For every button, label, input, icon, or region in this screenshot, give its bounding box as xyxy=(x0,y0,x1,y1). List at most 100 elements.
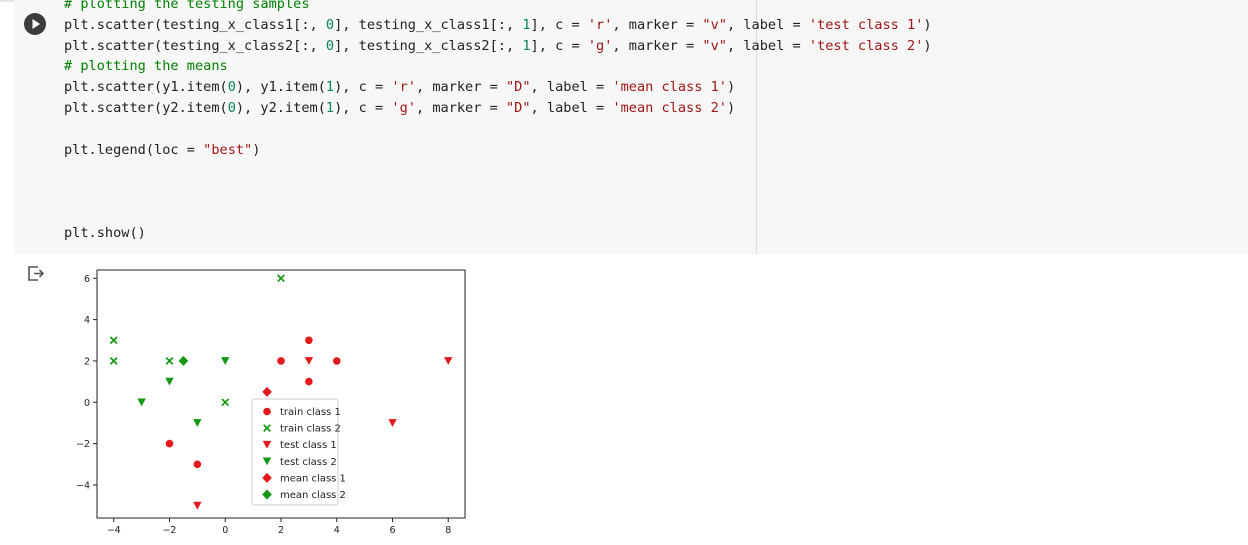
code-token: plt.scatter(testing_x_class1[:, xyxy=(64,16,326,33)
data-point xyxy=(305,336,313,345)
x-stroke xyxy=(221,398,230,407)
x-stroke xyxy=(277,274,285,283)
line-length-ruler xyxy=(756,0,757,254)
y-tick-label: 6 xyxy=(84,274,90,285)
code-line[interactable]: plt.scatter(y1.item(0), y1.item(1), c = … xyxy=(64,77,735,97)
data-point xyxy=(304,357,314,365)
code-token: , label = xyxy=(530,100,613,116)
data-point xyxy=(444,357,453,365)
data-point xyxy=(109,336,118,345)
legend-marker xyxy=(262,472,272,483)
code-token: 1 xyxy=(325,100,335,116)
code-token: plt.scatter(testing_x_class2[:, xyxy=(64,37,326,54)
y-tick-label: 4 xyxy=(84,315,90,326)
code-line[interactable]: # plotting the means xyxy=(64,56,228,76)
code-token: 1 xyxy=(325,79,335,96)
code-cell[interactable] xyxy=(14,0,1248,254)
code-line[interactable]: # plotting the testing samples xyxy=(64,0,310,14)
legend-label: train class 2 xyxy=(280,424,341,435)
x-tick-label: −2 xyxy=(162,525,176,536)
data-point xyxy=(165,377,174,386)
legend-label: mean class 2 xyxy=(280,490,346,501)
x-tick-label: 8 xyxy=(445,525,451,536)
code-token: , marker = xyxy=(612,37,703,54)
data-point xyxy=(277,274,285,283)
code-token: 'g' xyxy=(391,100,416,116)
data-point xyxy=(109,357,118,365)
code-token: "v" xyxy=(702,16,727,33)
x-tick-label: 0 xyxy=(222,525,228,536)
code-token: # plotting the testing samples xyxy=(64,0,310,12)
code-line[interactable]: plt.scatter(testing_x_class2[:, 0], test… xyxy=(64,36,932,56)
x-stroke xyxy=(109,357,118,365)
scatter-plot: −4 −2 0 2 4 6 8 −4 −2 0 2 4 6 train class 1 train clas… xyxy=(76,269,466,536)
code-line[interactable]: plt.scatter(testing_x_class1[:, 0], test… xyxy=(64,15,932,35)
output-arrow-icon[interactable] xyxy=(28,266,46,282)
x-stroke xyxy=(263,424,271,433)
code-token: 'mean class 2' xyxy=(612,100,727,116)
y-tick-label: −2 xyxy=(76,439,90,450)
code-token: ) xyxy=(252,141,261,158)
code-token: ), c = xyxy=(334,79,392,96)
code-token: 'r' xyxy=(587,16,613,33)
legend-label: test class 2 xyxy=(280,457,337,468)
code-token: "v" xyxy=(702,37,727,54)
code-token: plt.legend(loc = xyxy=(64,141,204,158)
legend-marker xyxy=(263,424,271,433)
code-token: ), y1.item( xyxy=(235,79,326,96)
code-token: plt.show() xyxy=(64,224,146,241)
code-token: 'r' xyxy=(391,79,416,96)
legend-marker xyxy=(263,407,271,416)
legend-label: train class 1 xyxy=(280,407,341,418)
data-point xyxy=(193,460,202,469)
code-token: ], testing_x_class1[:, xyxy=(334,16,523,33)
y-tick-label: −4 xyxy=(76,480,90,491)
legend-label: mean class 1 xyxy=(280,473,346,484)
legend-marker xyxy=(262,457,272,466)
data-point xyxy=(165,357,174,365)
x-tick-label: 4 xyxy=(334,525,340,536)
legend-box xyxy=(251,398,339,506)
code-token: , marker = xyxy=(415,79,506,96)
data-point xyxy=(262,386,272,397)
code-token: "best" xyxy=(203,141,253,158)
code-token: ) xyxy=(726,100,736,116)
x-stroke xyxy=(165,357,174,365)
code-token: 'test class 1' xyxy=(808,16,924,33)
code-token: "D" xyxy=(505,79,531,96)
legend-marker xyxy=(262,440,272,449)
code-token: 0 xyxy=(227,79,236,96)
code-token: 'mean class 1' xyxy=(612,79,727,96)
data-point xyxy=(137,398,146,407)
code-token: 1 xyxy=(522,16,531,33)
data-point xyxy=(178,355,189,366)
code-token: "D" xyxy=(505,100,531,116)
code-token: 0 xyxy=(325,16,335,33)
x-tick-label: 6 xyxy=(389,525,395,536)
data-point xyxy=(193,501,202,510)
run-cell-button[interactable] xyxy=(24,13,46,35)
code-token: 0 xyxy=(227,100,236,116)
code-token: 'g' xyxy=(587,37,613,54)
y-tick-label: 2 xyxy=(84,356,90,367)
data-point xyxy=(165,439,174,448)
data-point xyxy=(332,357,341,365)
code-token: 0 xyxy=(325,37,335,54)
code-token: ], testing_x_class2[:, xyxy=(334,37,523,54)
code-token: , label = xyxy=(726,16,809,33)
x-stroke xyxy=(109,336,118,345)
code-line[interactable]: plt.show() xyxy=(64,223,146,243)
data-point xyxy=(221,398,230,407)
code-token: ), y2.item( xyxy=(235,100,326,116)
code-token: ], c = xyxy=(530,37,588,54)
data-point xyxy=(388,419,397,427)
legend-label: test class 1 xyxy=(280,440,337,451)
data-point xyxy=(305,377,313,386)
code-line[interactable]: plt.scatter(y2.item(0), y2.item(1), c = … xyxy=(64,98,735,118)
code-token: 1 xyxy=(522,37,531,54)
data-point xyxy=(277,357,285,365)
data-point xyxy=(221,357,230,365)
code-token: 'test class 2' xyxy=(808,37,924,54)
code-token: ) xyxy=(923,37,932,54)
code-line[interactable]: plt.legend(loc = "best") xyxy=(64,140,260,160)
